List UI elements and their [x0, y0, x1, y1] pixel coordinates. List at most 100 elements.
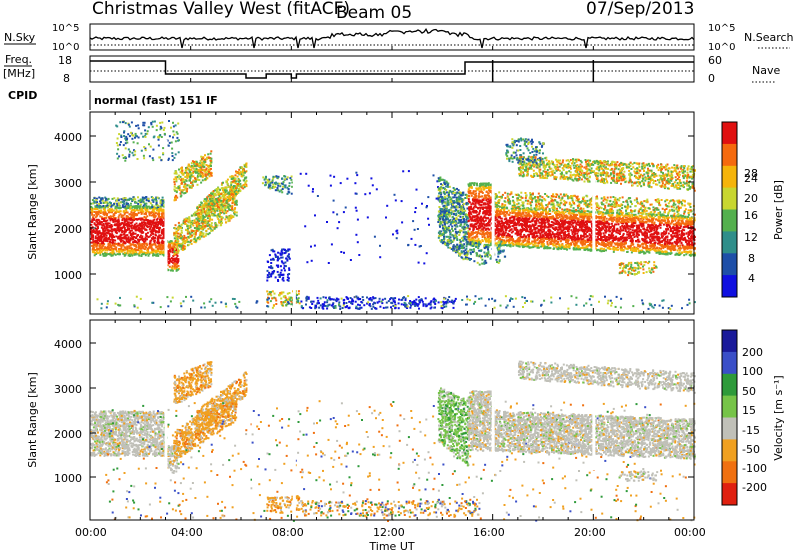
power-cell: [175, 257, 178, 260]
power-cell: [417, 303, 420, 306]
power-cell: [156, 253, 159, 256]
power-cell: [130, 222, 132, 225]
power-cell: [132, 219, 135, 222]
power-cell: [172, 243, 175, 246]
power-cell: [285, 250, 288, 253]
power-cell: [338, 221, 341, 224]
power-cell: [481, 224, 484, 227]
power-cell: [448, 191, 450, 194]
power-cell: [94, 251, 97, 254]
power-cell: [231, 180, 234, 183]
power-cell: [465, 202, 468, 205]
power-cell: [129, 244, 132, 247]
power-cell: [271, 290, 274, 293]
power-cell: [107, 222, 109, 225]
power-cell: [451, 240, 454, 243]
power-cell: [447, 239, 450, 242]
power-cell: [227, 220, 230, 223]
power-cell: [102, 243, 105, 246]
power-cell: [105, 238, 108, 241]
power-cell: [198, 222, 201, 225]
power-cell: [124, 156, 127, 159]
power-cell: [205, 229, 208, 232]
power-cell: [119, 213, 122, 216]
power-cell: [400, 200, 403, 203]
power-cell: [299, 172, 302, 175]
power-cell: [184, 186, 187, 189]
power-cell: [121, 231, 124, 234]
power-cell: [99, 244, 102, 247]
power-cell: [444, 210, 447, 213]
freq-left-bottom: 8: [63, 72, 70, 85]
power-cell: [437, 301, 440, 304]
power-cell: [132, 231, 135, 234]
power-cell: [219, 208, 222, 211]
power-cell: [128, 205, 131, 208]
power-cell: [131, 254, 134, 257]
power-cell: [198, 220, 201, 222]
power-cell: [90, 231, 93, 233]
power-cell: [170, 269, 173, 272]
power-cell: [356, 174, 359, 177]
power-cell: [111, 230, 114, 233]
power-cell: [95, 211, 98, 214]
power-cell: [486, 239, 489, 242]
power-cell: [208, 194, 211, 196]
power-cell: [162, 208, 165, 211]
power-cell: [154, 231, 157, 234]
power-cell: [119, 236, 122, 239]
power-cell: [151, 250, 154, 253]
power-cell: [222, 209, 225, 212]
power-cell: [452, 220, 455, 223]
power-cell: [463, 226, 466, 229]
power-cell: [149, 211, 151, 214]
power-cell: [152, 232, 154, 235]
power-cell: [149, 227, 152, 230]
power-cell: [102, 205, 105, 207]
power-cell: [480, 188, 483, 191]
power-cell: [113, 212, 116, 215]
power-cell: [450, 209, 453, 212]
power-cell: [154, 236, 157, 239]
power-cell: [148, 235, 151, 238]
power-cell: [464, 251, 467, 254]
power-cell: [129, 251, 132, 254]
power-cell: [445, 218, 448, 221]
power-cell: [116, 253, 119, 256]
power-cell: [398, 298, 400, 301]
power-cell: [354, 182, 357, 185]
power-cell: [446, 202, 449, 205]
power-cell: [478, 195, 481, 198]
power-cell: [170, 141, 173, 144]
power-cell: [196, 210, 199, 213]
power-cell: [94, 205, 97, 208]
power-cell: [162, 229, 165, 232]
power-cell: [209, 210, 212, 213]
power-cell: [117, 227, 120, 229]
power-cell: [101, 240, 104, 243]
power-cell: [155, 218, 158, 221]
power-cell: [194, 170, 197, 173]
power-cell: [481, 233, 483, 236]
power-cell: [180, 235, 183, 238]
power-cell: [205, 157, 208, 160]
power-cell: [139, 198, 142, 201]
power-cell: [453, 200, 456, 202]
power-cell: [166, 255, 169, 258]
power-cell: [138, 223, 141, 226]
power-cell: [141, 198, 144, 201]
power-cell: [147, 250, 149, 253]
power-cell: [126, 141, 129, 144]
power-cell: [188, 224, 191, 227]
power-cell: [152, 253, 155, 255]
power-cell: [415, 303, 418, 305]
power-cell: [152, 219, 155, 222]
power-cell: [111, 249, 114, 252]
power-cell: [158, 228, 161, 231]
power-cell: [108, 201, 111, 204]
power-cell: [467, 230, 470, 233]
power-cell: [427, 196, 430, 199]
power-cell: [442, 303, 445, 306]
power-cell: [105, 222, 108, 225]
power-cell: [318, 302, 320, 305]
